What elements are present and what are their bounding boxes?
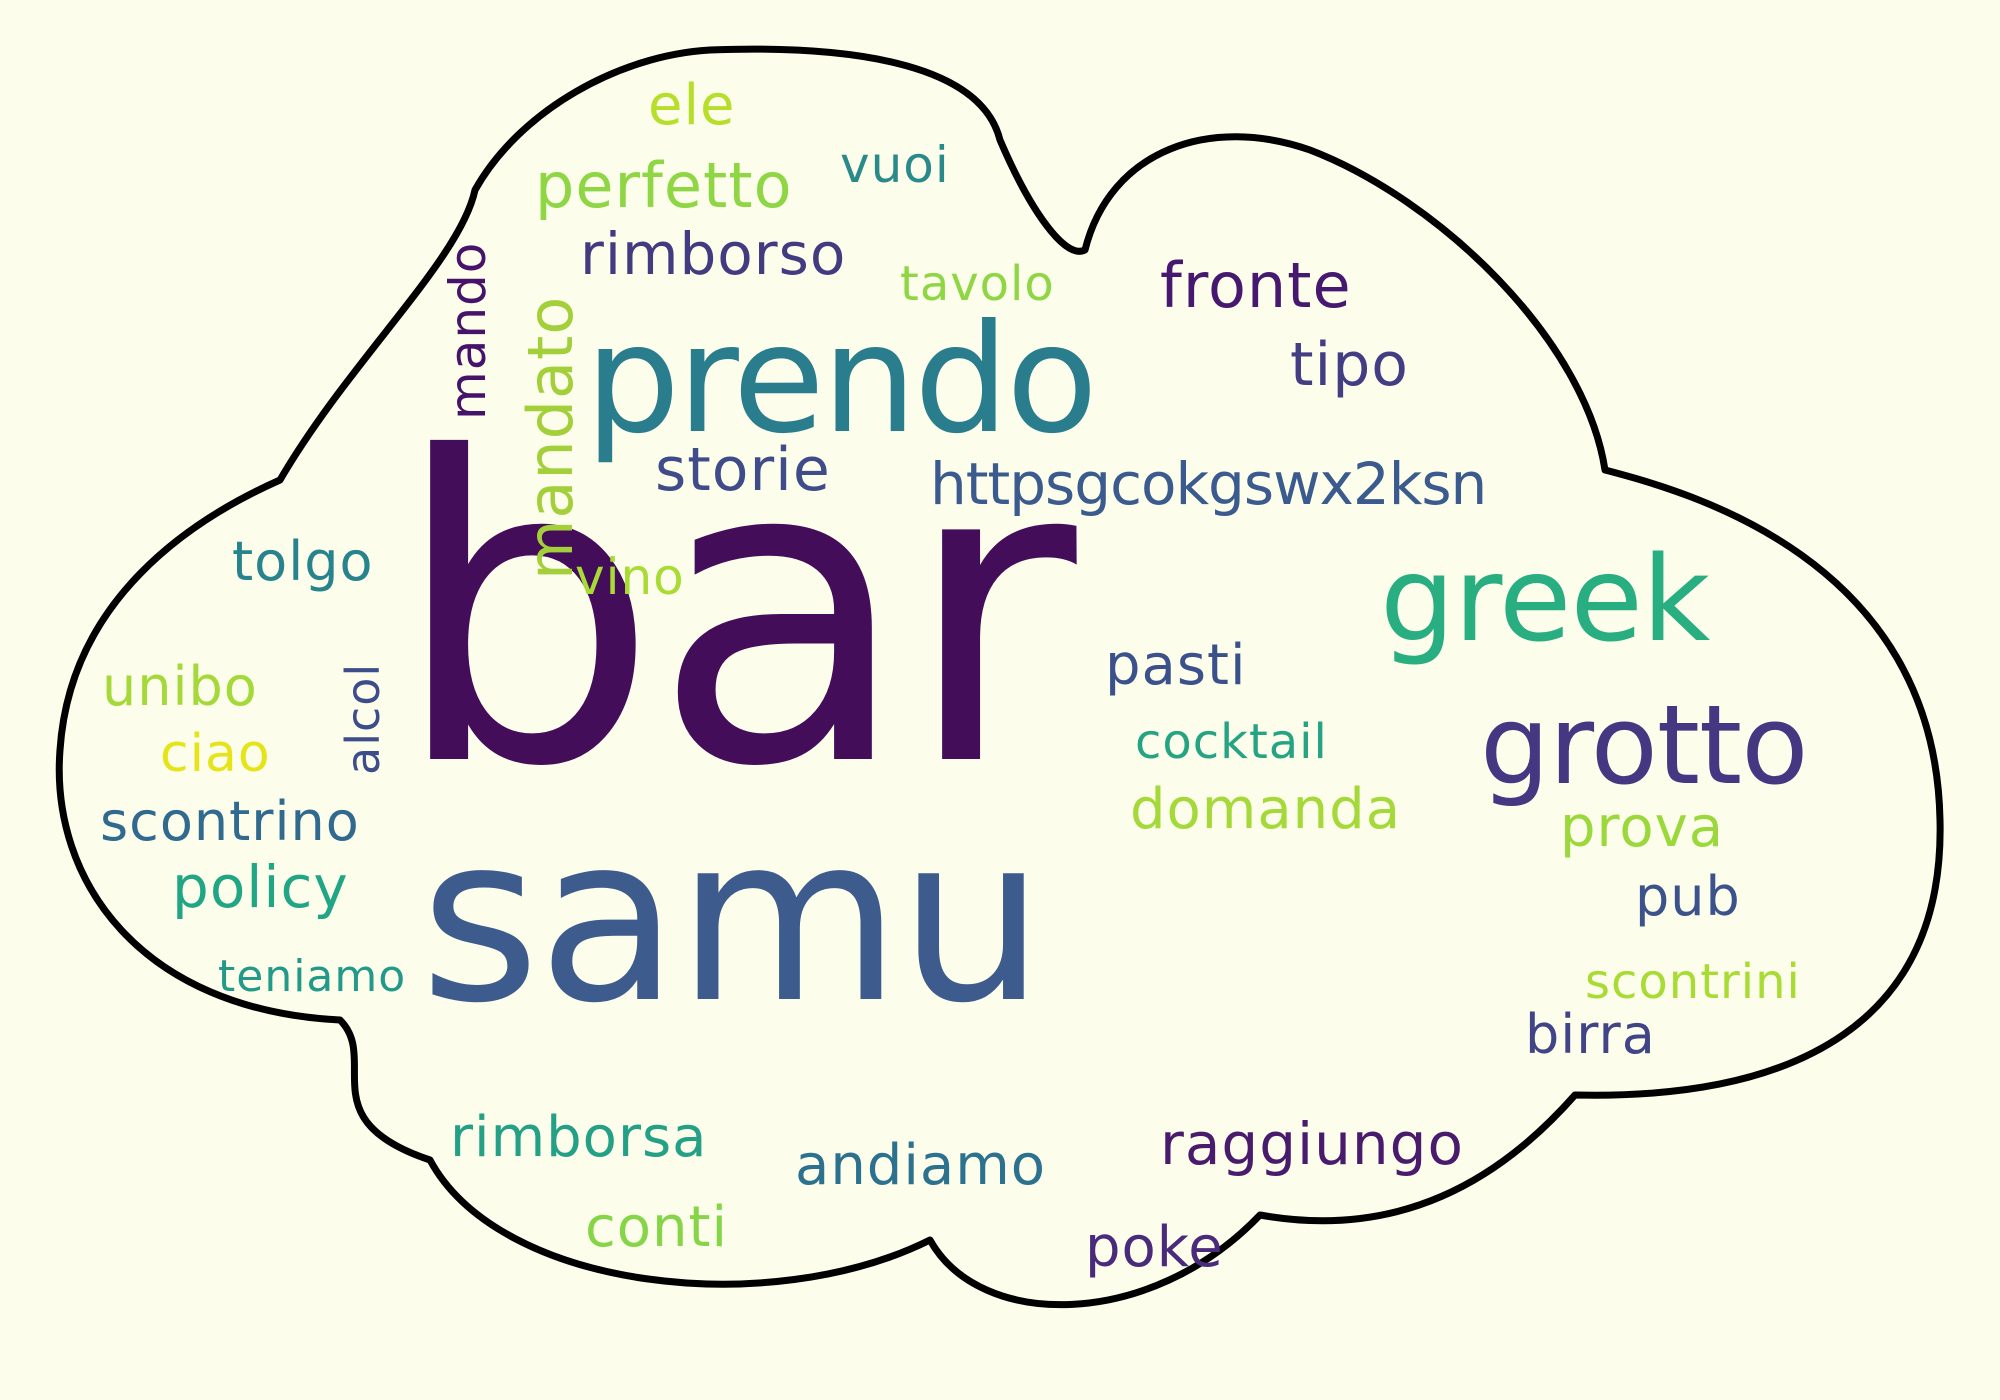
word-andiamo: andiamo	[795, 1138, 1046, 1194]
word-fronte: fronte	[1160, 255, 1352, 317]
word-vuoi: vuoi	[840, 140, 950, 190]
word-scontrino: scontrino	[100, 795, 360, 849]
word-rimborso: rimborso	[580, 225, 846, 283]
word-cocktail: cocktail	[1135, 718, 1328, 766]
word-scontrini: scontrini	[1585, 958, 1801, 1006]
word-ciao: ciao	[160, 728, 271, 780]
word-pasti: pasti	[1105, 638, 1247, 694]
word-alcol: alcol	[340, 663, 386, 775]
word-poke: poke	[1085, 1220, 1224, 1276]
word-birra: birra	[1525, 1008, 1656, 1062]
word-mandato: mandato	[520, 296, 582, 580]
word-tolgo: tolgo	[232, 535, 374, 589]
word-prendo: prendo	[585, 305, 1095, 455]
word-samu: samu	[420, 840, 1043, 1001]
word-pub: pub	[1635, 870, 1741, 924]
word-ele: ele	[648, 78, 735, 134]
word-unibo: unibo	[102, 660, 258, 714]
word-rimborsa: rimborsa	[450, 1110, 707, 1166]
word-vino: vino	[575, 552, 685, 602]
word-grotto: grotto	[1480, 690, 1808, 800]
word-tavolo: tavolo	[900, 260, 1055, 308]
word-domanda: domanda	[1130, 782, 1401, 838]
word-mando: mando	[443, 242, 493, 420]
word-conti: conti	[585, 1200, 728, 1256]
word-greek: greek	[1380, 540, 1709, 658]
word-https-link: https​gcokgswx2ksn	[930, 455, 1486, 513]
word-prova: prova	[1560, 800, 1724, 856]
word-policy: policy	[172, 858, 349, 916]
word-teniamo: teniamo	[218, 955, 406, 999]
word-tipo: tipo	[1290, 335, 1409, 395]
word-raggiungo: raggiungo	[1160, 1115, 1464, 1173]
word-perfetto: perfetto	[535, 155, 793, 217]
word-storie: storie	[655, 440, 831, 500]
